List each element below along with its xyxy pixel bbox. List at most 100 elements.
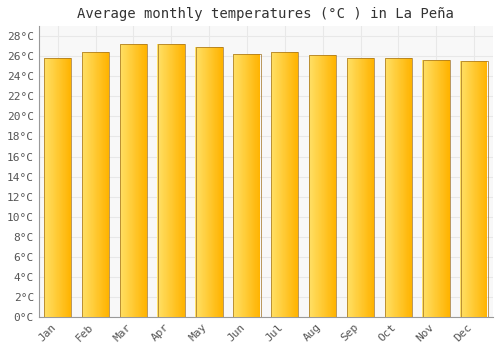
Bar [251,54,252,317]
Bar [275,52,276,317]
Bar [326,55,327,317]
Bar [371,58,372,317]
Bar [390,58,391,317]
Bar [167,44,168,317]
Bar [220,47,221,317]
Bar [120,44,121,317]
Bar [206,47,207,317]
Bar [44,58,72,317]
Bar [409,58,410,317]
Bar [246,54,248,317]
Bar [322,55,323,317]
Bar [64,58,65,317]
Bar [485,61,486,317]
Bar [86,52,87,317]
Bar [99,52,100,317]
Bar [219,47,220,317]
Bar [144,44,145,317]
Bar [51,58,52,317]
Bar [290,52,291,317]
Bar [428,60,429,317]
Bar [182,44,183,317]
Bar [60,58,62,317]
Bar [92,52,93,317]
Bar [59,58,60,317]
Bar [209,47,210,317]
Bar [309,55,310,317]
Bar [398,58,399,317]
Bar [475,61,476,317]
Bar [215,47,216,317]
Bar [105,52,106,317]
Bar [239,54,240,317]
Bar [142,44,143,317]
Bar [397,58,398,317]
Bar [335,55,336,317]
Bar [123,44,124,317]
Bar [328,55,329,317]
Bar [163,44,164,317]
Bar [54,58,56,317]
Bar [400,58,401,317]
Bar [360,58,361,317]
Bar [63,58,64,317]
Bar [355,58,356,317]
Bar [238,54,239,317]
Bar [195,47,196,317]
Bar [205,47,206,317]
Bar [318,55,319,317]
Bar [181,44,182,317]
Bar [130,44,131,317]
Bar [292,52,293,317]
Bar [68,58,69,317]
Title: Average monthly temperatures (°C ) in La Peña: Average monthly temperatures (°C ) in La… [78,7,454,21]
Bar [312,55,313,317]
Bar [159,44,160,317]
Bar [424,60,425,317]
Bar [408,58,409,317]
Bar [279,52,280,317]
Bar [403,58,404,317]
Bar [91,52,92,317]
Bar [178,44,179,317]
Bar [468,61,469,317]
Bar [396,58,397,317]
Bar [357,58,358,317]
Bar [368,58,369,317]
Bar [446,60,447,317]
Bar [364,58,365,317]
Bar [471,61,472,317]
Bar [200,47,201,317]
Bar [102,52,103,317]
Bar [487,61,488,317]
Bar [443,60,444,317]
Bar [136,44,137,317]
Bar [83,52,84,317]
Bar [104,52,105,317]
Bar [204,47,205,317]
Bar [249,54,250,317]
Bar [160,44,161,317]
Bar [168,44,169,317]
Bar [369,58,370,317]
Bar [90,52,91,317]
Bar [401,58,402,317]
Bar [214,47,215,317]
Bar [129,44,130,317]
Bar [434,60,435,317]
Bar [213,47,214,317]
Bar [139,44,140,317]
Bar [234,54,260,317]
Bar [98,52,99,317]
Bar [100,52,101,317]
Bar [311,55,312,317]
Bar [243,54,244,317]
Bar [387,58,388,317]
Bar [158,44,185,317]
Bar [94,52,95,317]
Bar [202,47,203,317]
Bar [121,44,122,317]
Bar [321,55,322,317]
Bar [431,60,432,317]
Bar [410,58,411,317]
